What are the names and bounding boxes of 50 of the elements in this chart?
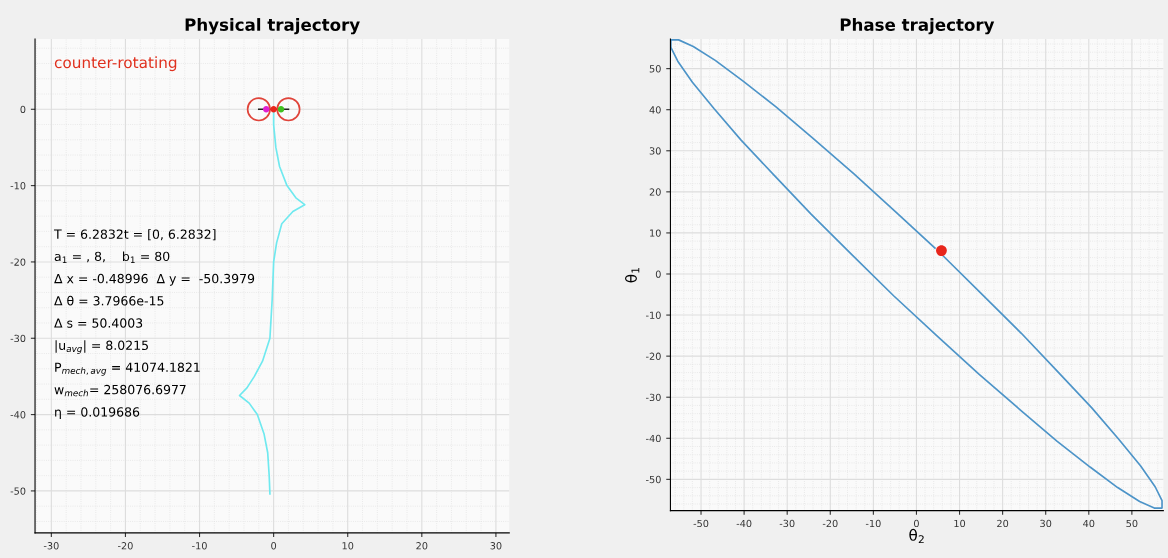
x-tick-label: 30: [490, 542, 502, 550]
x-axis-title: θ$_{2}$: [909, 528, 924, 544]
y-tick-label: -30: [646, 393, 661, 402]
annotation: Δ s = 50.4003: [54, 318, 143, 328]
y-tick-label: 0: [20, 105, 26, 114]
x-tick-label: -30: [43, 542, 59, 550]
line-series: [670, 39, 1163, 509]
y-tick-label: -10: [10, 182, 26, 190]
y-tick-label: -10: [646, 311, 661, 319]
annotation: T = 6.2832t = [0, 6.2832]: [53, 229, 216, 241]
y-tick-label: -30: [10, 334, 26, 343]
annotation: w$_{mech}$= 258076.6977: [54, 384, 186, 397]
x-tick-label: 50: [1126, 519, 1138, 528]
y-tick-label: -50: [646, 475, 661, 484]
annotation: η = 0.019686: [55, 407, 140, 420]
x-tick-label: 10: [954, 519, 966, 528]
y-axis-title: θ$_{1}$: [625, 267, 640, 283]
chart-title: Physical trajectory: [185, 18, 360, 35]
annotation: P$_{mech,avg}$ = 41074.1821: [55, 362, 200, 376]
x-tick-label: -10: [192, 542, 207, 550]
annotation: |u$_{avg}$| = 8.0215: [55, 340, 148, 354]
y-tick-label: -20: [646, 352, 661, 360]
x-tick-label: 10: [342, 542, 354, 550]
annotation: Δ θ = 3.7966e-15: [54, 295, 164, 306]
annotation: a$_{1}$ = , 8, b$_{1}$ = 80: [54, 251, 170, 263]
x-tick-label: 0: [271, 542, 277, 550]
chart-title: Phase trajectory: [840, 18, 995, 35]
y-tick-label: 40: [649, 106, 661, 114]
y-tick-label: 10: [650, 229, 661, 237]
x-tick-label: -30: [779, 519, 795, 528]
x-tick-label: 20: [997, 519, 1009, 528]
x-tick-label: -40: [736, 519, 752, 528]
x-tick-label: 20: [416, 542, 428, 550]
x-tick-label: -20: [822, 519, 838, 528]
y-tick-label: -40: [646, 434, 661, 443]
y-tick-label: 20: [649, 188, 661, 196]
x-tick-label: -10: [865, 519, 881, 528]
y-tick-label: -50: [10, 487, 26, 495]
x-tick-label: 40: [1083, 519, 1095, 528]
x-tick-label: 30: [1040, 519, 1052, 528]
x-tick-label: -50: [693, 519, 709, 528]
y-tick-label: -40: [10, 411, 26, 419]
x-tick-label: 0: [914, 519, 919, 528]
y-tick-label: 0: [655, 270, 661, 278]
y-tick-label: 50: [649, 65, 661, 73]
y-tick-label: -20: [10, 258, 26, 266]
annotation: Δ x = -0.48996 Δ y = -50.3979: [54, 273, 255, 286]
x-tick-label: -20: [117, 542, 133, 550]
y-tick-label: 30: [649, 147, 661, 155]
annotation: counter-rotating: [54, 56, 177, 72]
